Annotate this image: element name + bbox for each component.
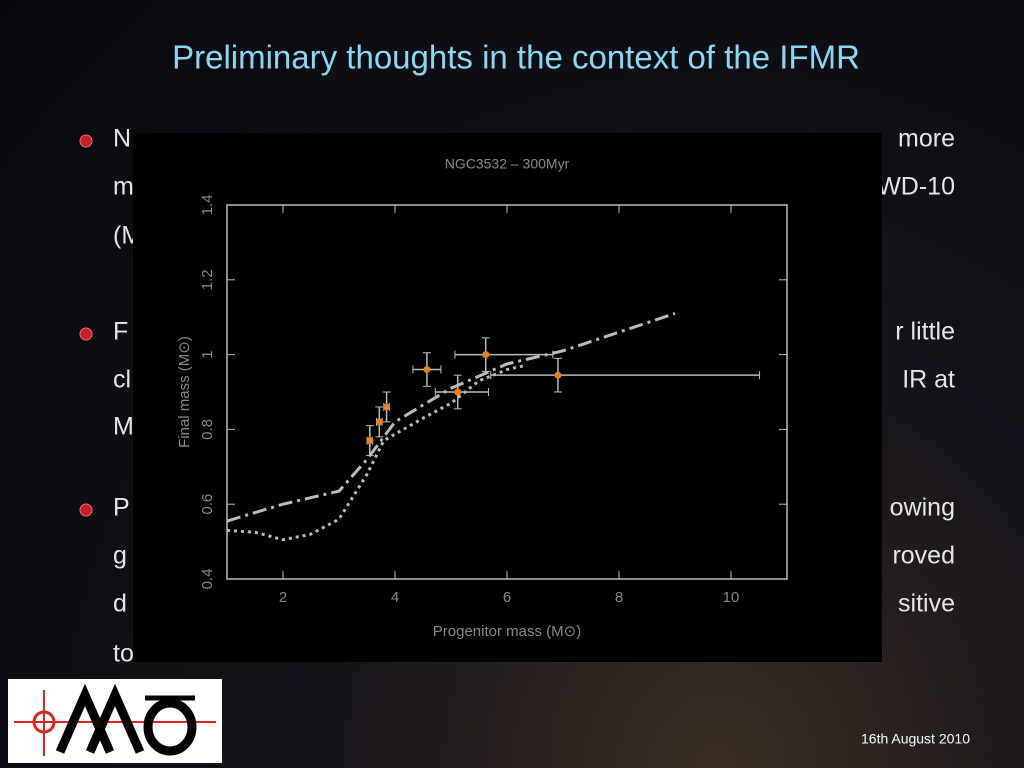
bullet-text: F (113, 318, 128, 346)
bullet-text: cl (113, 366, 131, 394)
y-tick-label: 0.8 (199, 419, 216, 440)
point (554, 371, 562, 379)
y-tick-label: 0.4 (199, 569, 216, 590)
x-axis-label: Progenitor mass (M⊙) (433, 623, 581, 640)
point (375, 418, 383, 426)
bullet-dot (79, 503, 93, 517)
y-tick-label: 1.4 (199, 195, 216, 216)
bullet-text: roved (892, 542, 955, 570)
y-axis-label: Final mass (M⊙) (176, 336, 193, 448)
chart-title: NGC3532 – 300Myr (445, 156, 570, 172)
x-tick-label: 6 (503, 589, 511, 606)
x-tick-label: 10 (723, 589, 740, 606)
bullet-text: WD-10 (877, 173, 955, 201)
bullet-text: P (113, 494, 130, 522)
bullet-text: owing (890, 494, 955, 522)
point (454, 388, 462, 396)
bullet-text: IR at (902, 366, 955, 394)
y-tick-label: 1.2 (199, 269, 216, 290)
curve (226, 364, 525, 542)
point (423, 366, 431, 374)
curve (226, 312, 676, 523)
bullet-text: more (898, 125, 955, 153)
footer-date: 16th August 2010 (861, 731, 970, 747)
slide-title: Preliminary thoughts in the context of t… (172, 39, 860, 76)
bullet-text: r little (895, 318, 955, 346)
bullet-text: d (113, 590, 127, 618)
bullet-text: to (113, 640, 134, 668)
bullet-text: N (113, 125, 131, 153)
point (366, 437, 374, 445)
point (383, 403, 391, 411)
y-tick-label: 0.6 (199, 494, 216, 515)
bullet-dot (79, 134, 93, 148)
y-tick-label: 1 (199, 350, 216, 358)
point (482, 351, 490, 359)
logo (8, 679, 222, 763)
bullet-text: M (113, 413, 134, 441)
x-tick-label: 4 (391, 589, 399, 606)
x-tick-label: 8 (615, 589, 623, 606)
bullet-text: sitive (898, 590, 955, 618)
bullet-text: g (113, 542, 127, 570)
x-tick-label: 2 (279, 589, 287, 606)
bullet-text: m (113, 173, 134, 201)
bullet-dot (79, 327, 93, 341)
